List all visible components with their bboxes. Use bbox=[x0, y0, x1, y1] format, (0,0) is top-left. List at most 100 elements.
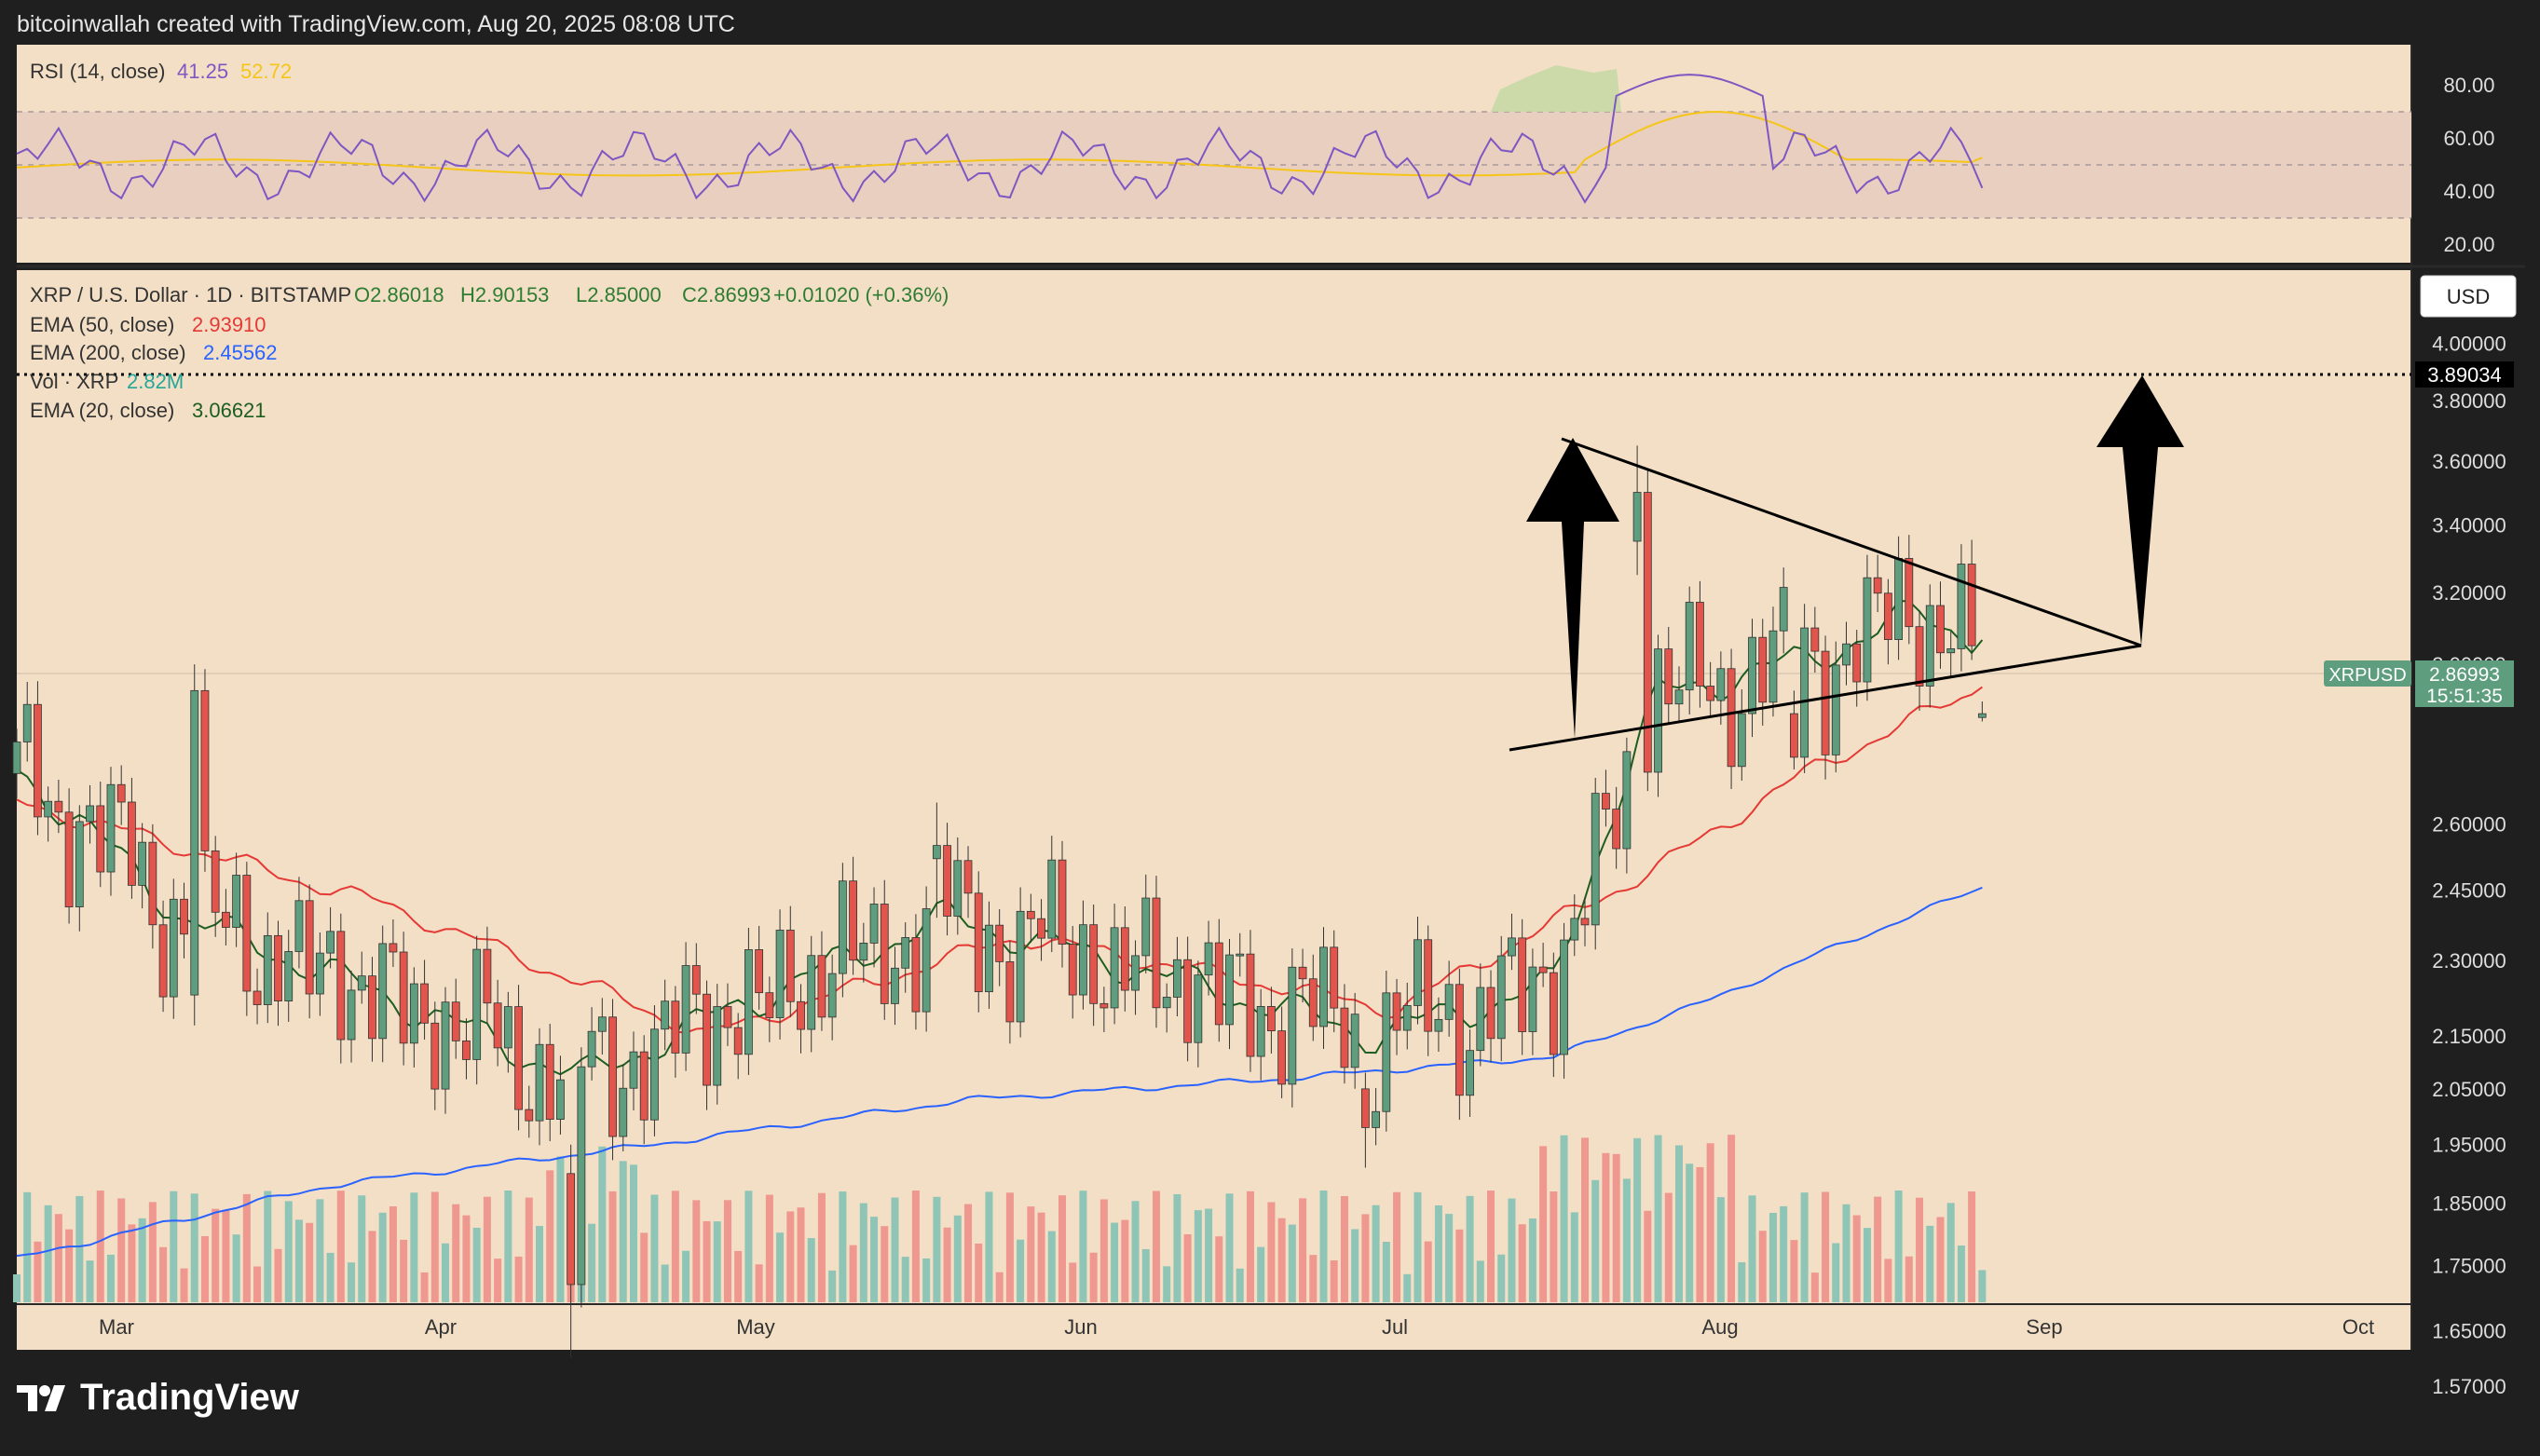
candle-body bbox=[765, 992, 774, 1018]
candle-body bbox=[1905, 558, 1914, 628]
candle-body bbox=[357, 975, 366, 991]
candle-body bbox=[34, 703, 42, 818]
volume-bar bbox=[253, 1266, 262, 1302]
volume-bar bbox=[755, 1264, 763, 1302]
volume-bar bbox=[682, 1250, 690, 1302]
volume-bar bbox=[1832, 1243, 1840, 1302]
volume-bar bbox=[786, 1211, 795, 1302]
tradingview-footer[interactable]: TradingView bbox=[17, 1377, 299, 1419]
volume-bar bbox=[34, 1241, 42, 1302]
rsi-tick: 80.00 bbox=[2443, 74, 2494, 97]
volume-bar bbox=[222, 1209, 230, 1302]
candle-body bbox=[577, 1066, 586, 1286]
volume-bar bbox=[1351, 1229, 1359, 1302]
indicator-label-volume[interactable]: Vol · XRP bbox=[30, 370, 118, 393]
volume-bar bbox=[953, 1215, 962, 1302]
candle-body bbox=[1508, 937, 1516, 957]
volume-bar bbox=[96, 1191, 104, 1302]
candle-body bbox=[75, 821, 84, 907]
candle-body bbox=[880, 904, 889, 1004]
x-axis-strip[interactable] bbox=[17, 1304, 2411, 1350]
indicator-label-ema20[interactable]: EMA (20, close) bbox=[30, 399, 174, 422]
candle-body bbox=[1570, 918, 1579, 941]
symbol-tag[interactable] bbox=[2324, 660, 2411, 687]
currency-button[interactable] bbox=[2420, 275, 2517, 318]
currency-button-label: USD bbox=[2447, 285, 2490, 308]
candle-body bbox=[1141, 897, 1151, 957]
volume-bar bbox=[368, 1231, 376, 1302]
volume-bar bbox=[23, 1191, 32, 1302]
triangle-pattern bbox=[1509, 437, 2142, 752]
candle-body bbox=[597, 1016, 607, 1032]
volume-bar bbox=[859, 1203, 867, 1302]
candle-body bbox=[253, 990, 262, 1005]
candle-body bbox=[1466, 1050, 1474, 1096]
candle-body bbox=[44, 800, 53, 818]
candle-body bbox=[525, 1109, 534, 1122]
volume-bar bbox=[661, 1264, 669, 1302]
candle-body bbox=[608, 1016, 617, 1137]
candle-body bbox=[1936, 605, 1945, 654]
volume-bar bbox=[1361, 1214, 1370, 1302]
price-pane[interactable] bbox=[17, 270, 2411, 1350]
volume-bar bbox=[148, 1202, 157, 1302]
volume-bar bbox=[1487, 1191, 1495, 1302]
candle-body bbox=[116, 783, 126, 803]
candle-body bbox=[263, 934, 272, 1005]
candle-body bbox=[1204, 942, 1213, 976]
rsi-tick: 40.00 bbox=[2443, 180, 2494, 203]
candle-body bbox=[326, 931, 335, 954]
volume-bar bbox=[1141, 1248, 1150, 1302]
candle-body bbox=[869, 904, 879, 944]
rsi-line bbox=[16, 74, 1984, 204]
candle-body bbox=[430, 1022, 440, 1090]
candle-body bbox=[1800, 627, 1809, 758]
volume-bar bbox=[1027, 1206, 1035, 1302]
volume-bar bbox=[1570, 1212, 1578, 1302]
candle-body bbox=[1748, 636, 1756, 714]
candle-body bbox=[629, 1051, 638, 1089]
candle-body bbox=[1716, 668, 1726, 701]
symbol-title[interactable]: XRP / U.S. Dollar · 1D · BITSTAMP bbox=[30, 283, 351, 306]
candle-body bbox=[86, 805, 94, 823]
candle-body bbox=[1768, 630, 1778, 703]
candle-body bbox=[1632, 492, 1642, 542]
candle-body bbox=[399, 951, 408, 1044]
candle-body bbox=[1424, 939, 1433, 1032]
volume-bar bbox=[1874, 1196, 1882, 1302]
tradingview-brand: TradingView bbox=[80, 1377, 299, 1418]
candle-body bbox=[483, 948, 492, 1004]
candle-body bbox=[493, 1002, 502, 1049]
volume-bar bbox=[1852, 1215, 1861, 1302]
candle-body bbox=[681, 965, 690, 1054]
volume-bar bbox=[1017, 1239, 1025, 1302]
indicator-label-ema200[interactable]: EMA (200, close) bbox=[30, 341, 186, 364]
upper-trendline bbox=[1561, 437, 2142, 647]
rsi-tick: 20.00 bbox=[2443, 233, 2494, 256]
target-price-tag bbox=[2415, 361, 2514, 388]
price-axis[interactable]: 4.000003.800003.600003.400003.200003.000… bbox=[2432, 333, 2506, 1398]
volume-bar bbox=[1550, 1191, 1558, 1302]
candle-body bbox=[1016, 910, 1025, 1023]
volume-bar bbox=[650, 1194, 659, 1302]
target-arrow-icon bbox=[2096, 375, 2184, 646]
volume-bar bbox=[1810, 1272, 1819, 1302]
indicator-label-ema50[interactable]: EMA (50, close) bbox=[30, 313, 174, 336]
candle-body bbox=[1089, 924, 1099, 1004]
volume-bar bbox=[1445, 1214, 1454, 1302]
candle-body bbox=[1110, 927, 1119, 1009]
volume-bar bbox=[1330, 1259, 1338, 1302]
time-axis[interactable]: Mar Apr May Jun Jul Aug Sep Oct bbox=[99, 1315, 2374, 1339]
volume-bar bbox=[881, 1226, 889, 1302]
candle-body bbox=[158, 924, 168, 998]
volume-bar bbox=[410, 1192, 418, 1302]
candle-body bbox=[1298, 966, 1307, 980]
volume-bar bbox=[514, 1256, 523, 1302]
candle-body bbox=[1382, 992, 1391, 1112]
candle-body bbox=[1183, 959, 1193, 1043]
candle-body bbox=[1810, 627, 1820, 652]
volume-bar bbox=[1539, 1146, 1548, 1302]
volume-bar bbox=[1340, 1196, 1348, 1302]
volume-bar bbox=[294, 1219, 303, 1302]
volume-bar bbox=[306, 1222, 314, 1302]
